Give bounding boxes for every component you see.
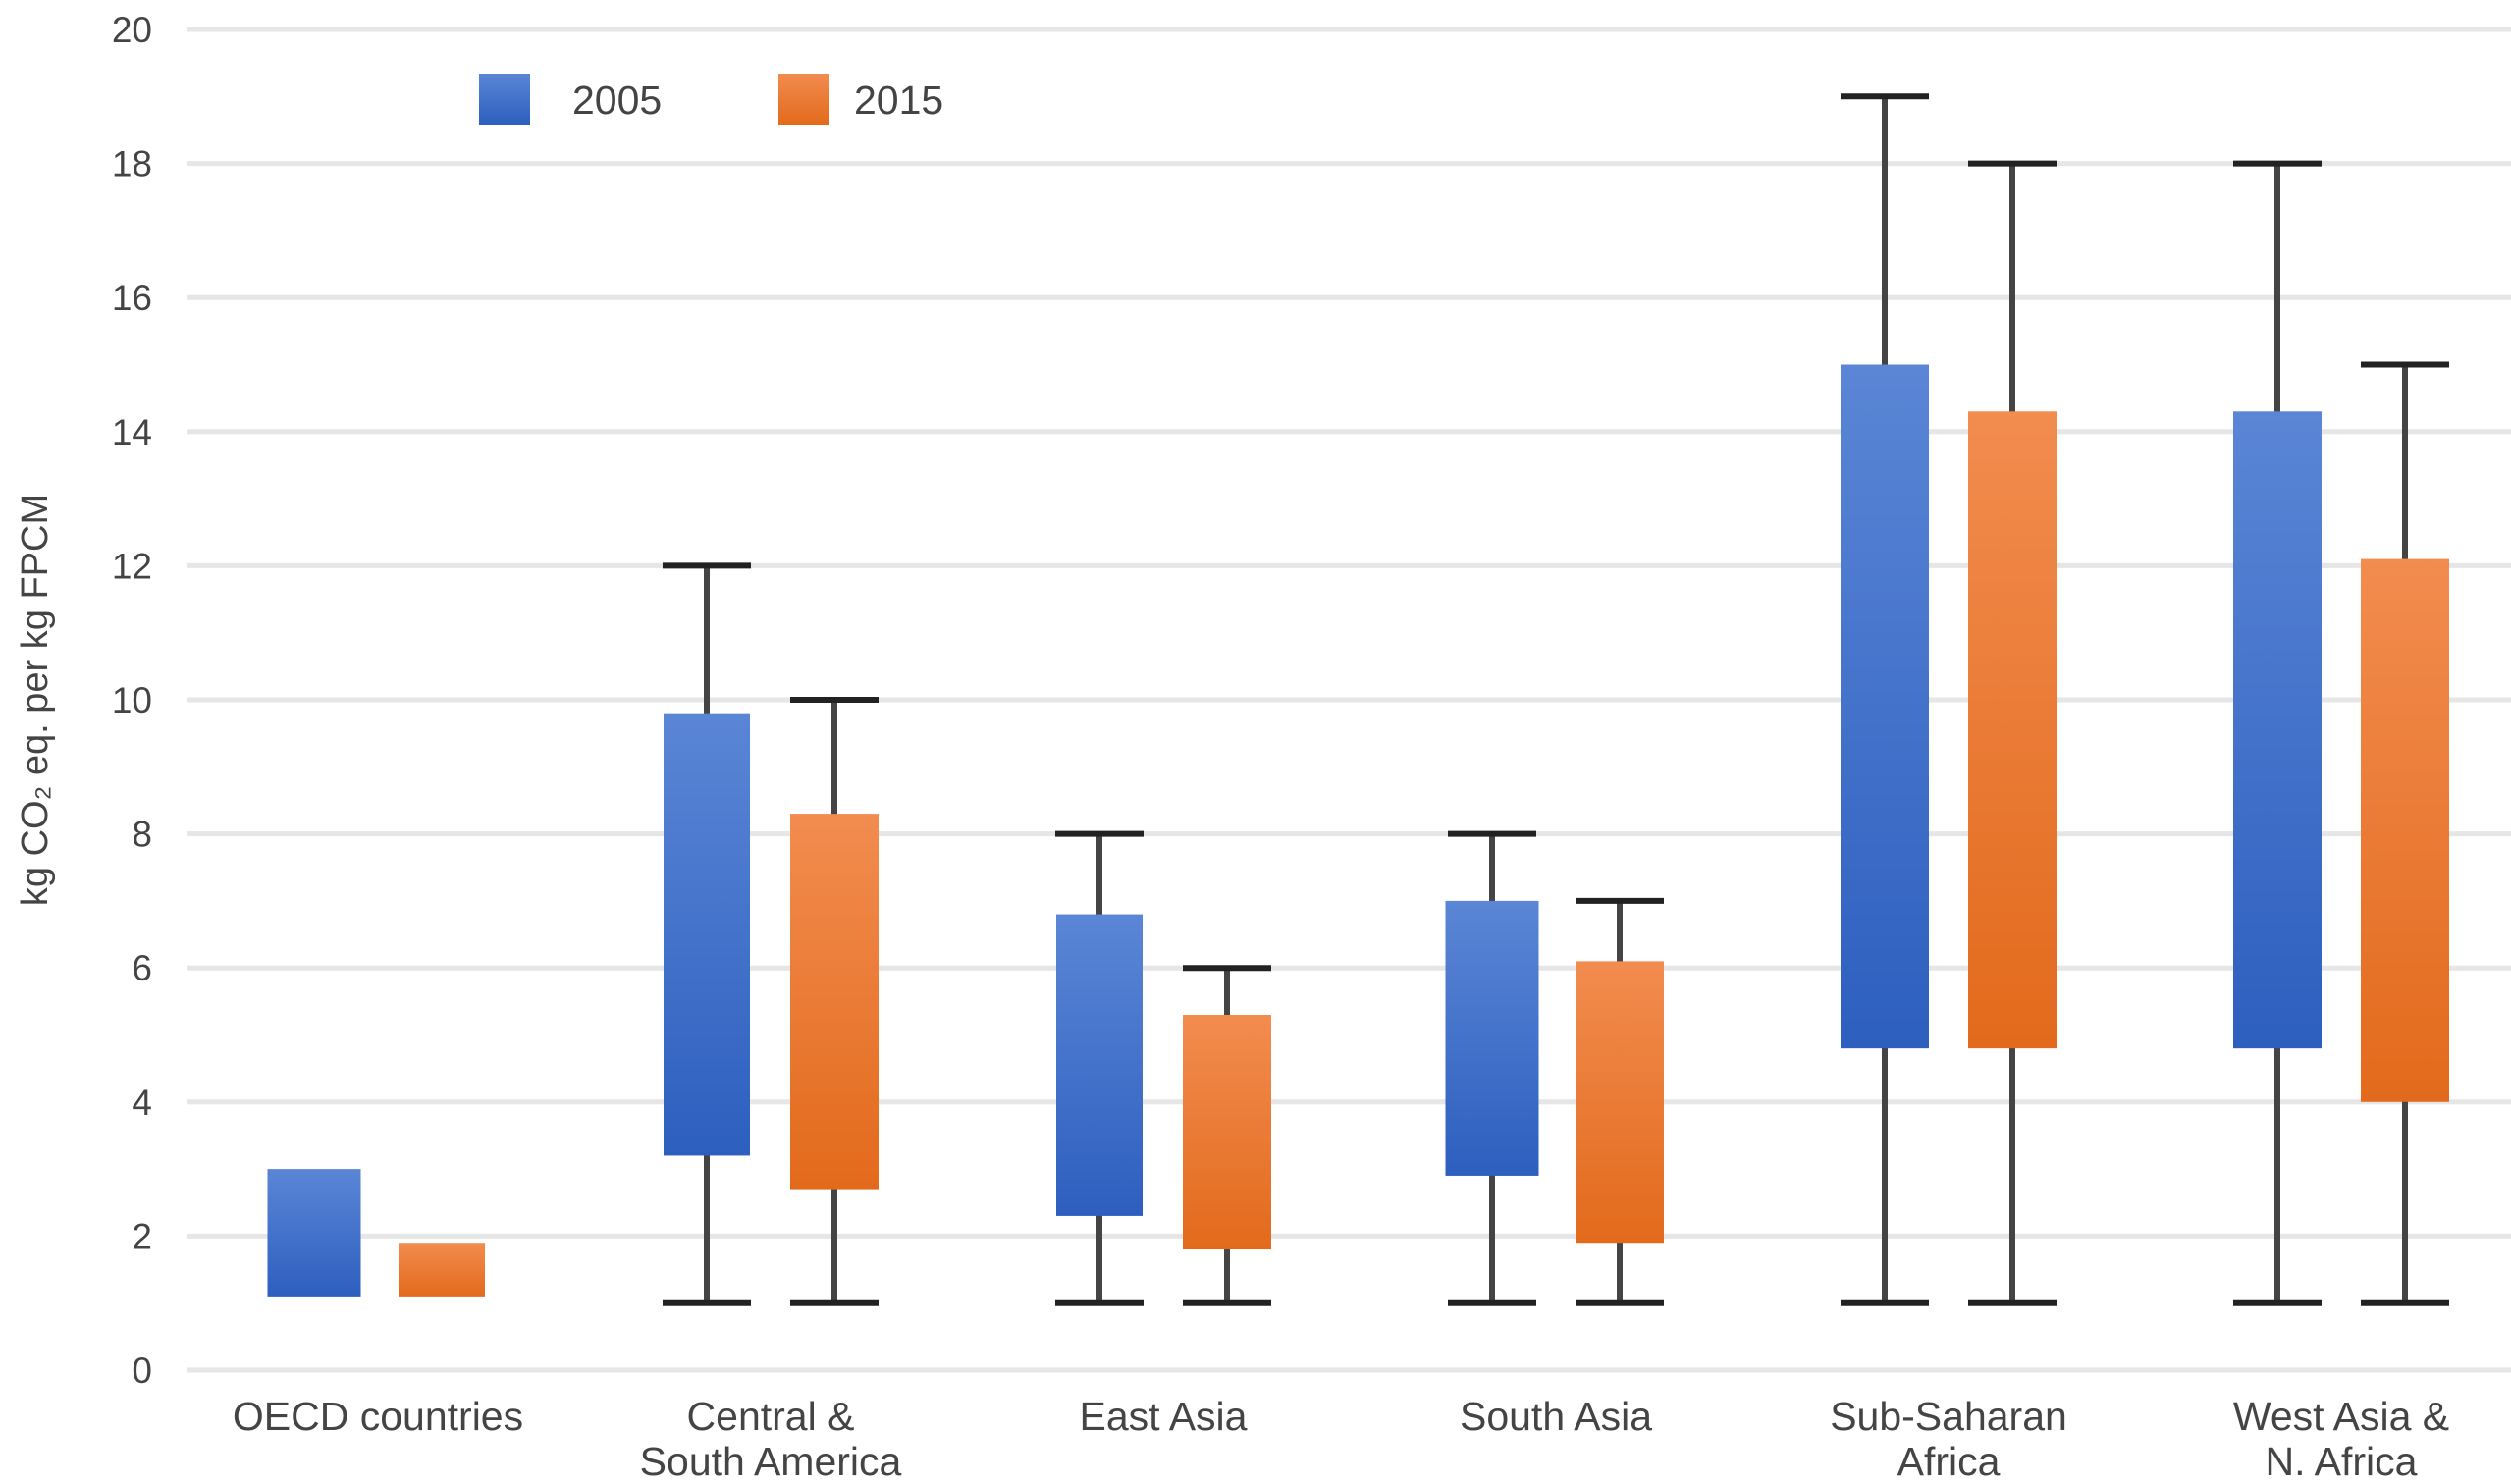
bar-2015 <box>1183 1015 1271 1250</box>
y-tick-label: 6 <box>132 948 152 988</box>
bar-2015 <box>2361 558 2449 1102</box>
x-category-label-line: West Asia & <box>2233 1394 2449 1439</box>
y-tick-label: 0 <box>132 1351 152 1391</box>
y-tick-label: 16 <box>112 278 152 318</box>
y-tick-label: 4 <box>132 1083 152 1123</box>
bar-2005 <box>1445 900 1539 1176</box>
x-category-label-line: South America <box>640 1439 902 1484</box>
x-category-label: East Asia <box>1080 1394 1248 1439</box>
y-tick-label: 8 <box>132 815 152 855</box>
bar-2005 <box>1841 364 1929 1049</box>
bar-2005 <box>1056 914 1143 1216</box>
gridlines <box>187 26 2511 1373</box>
x-category-label-line: East Asia <box>1080 1394 1248 1439</box>
x-category-label: West Asia & N. Africa <box>2233 1394 2449 1484</box>
legend-label-2005: 2005 <box>572 78 662 123</box>
legend-swatch-2015 <box>778 74 829 125</box>
x-category-label: OECD countries <box>233 1394 523 1439</box>
y-tick-label: 10 <box>112 680 152 720</box>
x-axis-labels: OECD countries Central & South America East… <box>233 1394 2449 1484</box>
y-tick-label: 18 <box>112 144 152 185</box>
bar-2005 <box>664 713 750 1156</box>
legend-swatch-2005 <box>479 74 530 125</box>
range-bars <box>267 364 2449 1297</box>
legend: 2005 2015 <box>479 74 943 125</box>
x-category-label: Sub-Saharan Africa <box>1830 1394 2067 1484</box>
x-category-label-line: N. Africa <box>2266 1439 2418 1484</box>
x-category-label-line: Sub-Saharan <box>1830 1394 2067 1439</box>
y-axis-title: kg CO₂ eq. per kg FPCM <box>15 494 56 906</box>
x-category-label: South Asia <box>1460 1394 1652 1439</box>
y-tick-label: 20 <box>112 10 152 50</box>
x-category-label-line: Central & <box>687 1394 855 1439</box>
y-tick-label: 12 <box>112 546 152 586</box>
bar-2015 <box>1968 411 2057 1049</box>
x-category-label-line: South Asia <box>1460 1394 1652 1439</box>
x-category-label-line: Africa <box>1897 1439 2001 1484</box>
bar-2015 <box>1576 961 1664 1244</box>
bar-2015 <box>399 1243 485 1297</box>
bar-2005 <box>2233 411 2322 1049</box>
y-axis-ticks: 0 2 4 6 8 10 12 14 16 18 20 <box>112 10 152 1391</box>
x-category-label: Central & South America <box>640 1394 902 1484</box>
bar-2015 <box>790 814 879 1190</box>
y-tick-label: 14 <box>112 412 152 452</box>
y-tick-label: 2 <box>132 1216 152 1256</box>
x-category-label-line: OECD countries <box>233 1394 523 1439</box>
bar-2005 <box>267 1169 361 1297</box>
legend-label-2015: 2015 <box>854 78 943 123</box>
